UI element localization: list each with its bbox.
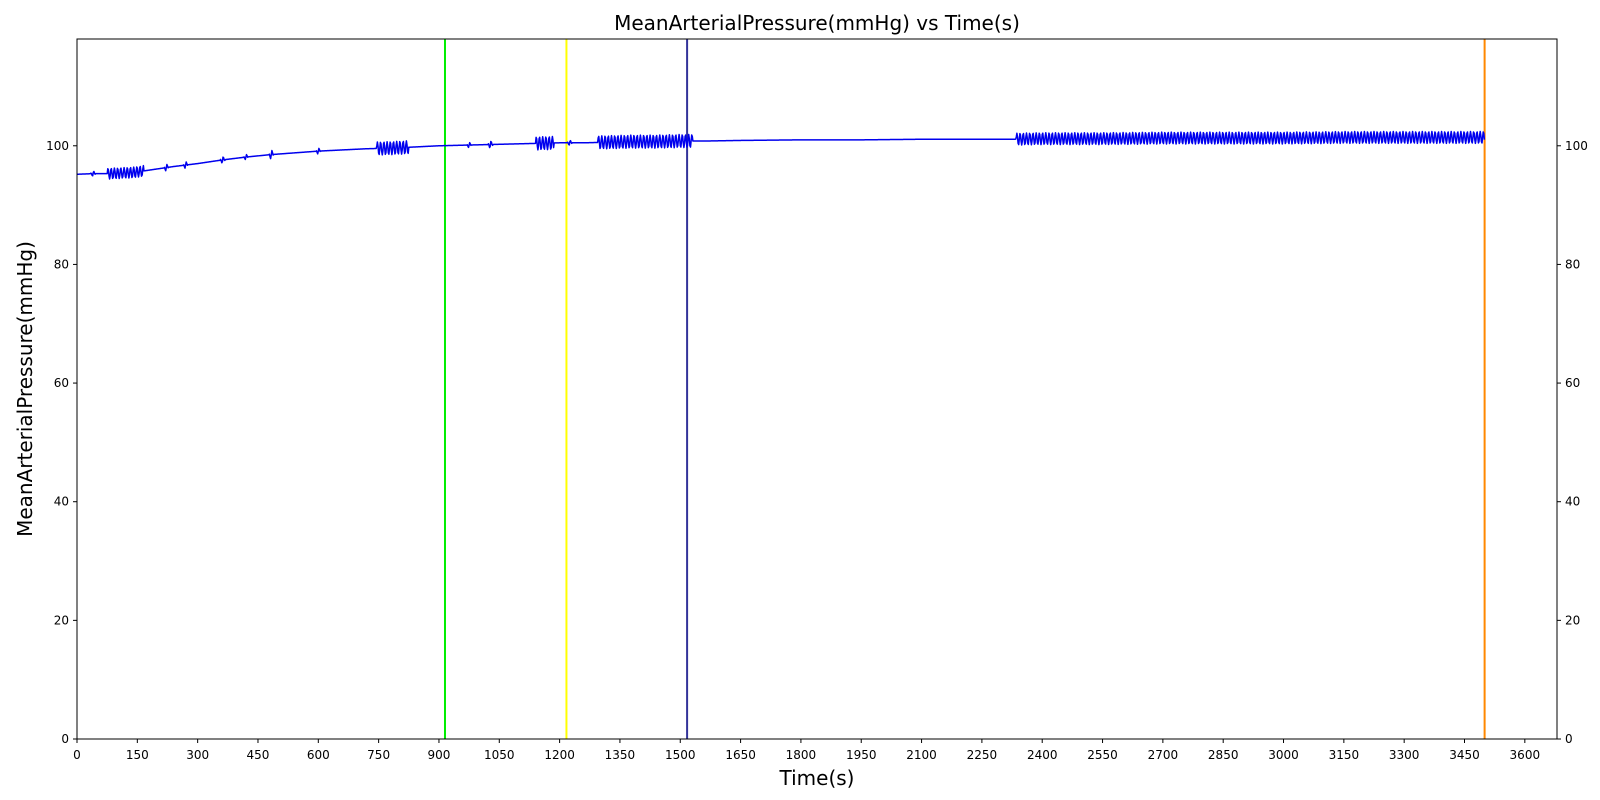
x-tick-label: 300 [186, 748, 209, 762]
x-tick-label: 3450 [1449, 748, 1480, 762]
right-y-tick-label: 20 [1565, 613, 1580, 627]
axes-frame [76, 38, 1558, 740]
x-axis-label: Time(s) [779, 766, 855, 790]
x-tick-label: 3000 [1268, 748, 1299, 762]
right-y-tick-label: 60 [1565, 376, 1580, 390]
x-tick-label: 3300 [1389, 748, 1420, 762]
x-tick-label: 1500 [665, 748, 696, 762]
x-tick-label: 1350 [605, 748, 636, 762]
y-tick-label: 40 [54, 495, 69, 509]
x-tick-label: 1650 [725, 748, 756, 762]
axis-ticks: 0 150 300 450 600 750 900 1050 1200 1350 1500 1650 1… [46, 139, 1588, 762]
right-y-tick-label: 40 [1565, 495, 1580, 509]
x-tick-label: 3600 [1510, 748, 1541, 762]
y-axis-label: MeanArterialPressure(mmHg) [13, 241, 37, 537]
right-y-tick-label: 0 [1565, 732, 1573, 746]
x-tick-label: 2850 [1208, 748, 1239, 762]
x-tick-label: 2700 [1148, 748, 1179, 762]
plot-area [76, 39, 1486, 739]
x-tick-label: 450 [247, 748, 270, 762]
x-tick-label: 900 [428, 748, 451, 762]
y-tick-label: 60 [54, 376, 69, 390]
x-tick-label: 3150 [1329, 748, 1360, 762]
x-tick-label: 1950 [846, 748, 877, 762]
x-tick-label: 1800 [786, 748, 817, 762]
y-tick-label: 80 [54, 257, 69, 271]
x-tick-label: 1050 [484, 748, 515, 762]
x-tick-label: 1200 [544, 748, 575, 762]
series-line [76, 130, 1486, 180]
right-y-tick-label: 100 [1565, 139, 1588, 153]
y-tick-label: 100 [46, 139, 69, 153]
x-tick-label: 0 [73, 748, 81, 762]
x-tick-label: 2550 [1087, 748, 1118, 762]
x-tick-label: 2400 [1027, 748, 1058, 762]
x-tick-label: 600 [307, 748, 330, 762]
y-tick-label: 0 [61, 732, 69, 746]
x-tick-label: 150 [126, 748, 149, 762]
chart-title: MeanArterialPressure(mmHg) vs Time(s) [614, 11, 1020, 35]
right-y-tick-label: 80 [1565, 257, 1580, 271]
x-tick-label: 2100 [906, 748, 937, 762]
x-tick-label: 750 [367, 748, 390, 762]
x-tick-label: 2250 [967, 748, 998, 762]
y-tick-label: 20 [54, 613, 69, 627]
